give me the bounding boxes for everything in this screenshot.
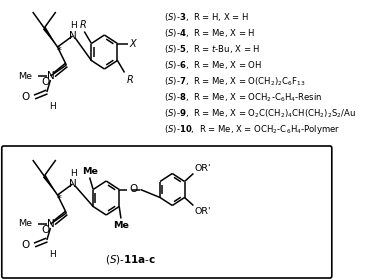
Text: Me: Me xyxy=(113,221,129,230)
Text: H: H xyxy=(49,102,55,111)
Text: ($\it{S}$)-$\bf{11a}$-$\bf{c}$: ($\it{S}$)-$\bf{11a}$-$\bf{c}$ xyxy=(106,253,156,266)
Text: ($\it{S}$)-$\bf{9}$,  R = Me, X = O$_2$C(CH$_2$)$_4$CH(CH$_2$)$_2$S$_2$/Au: ($\it{S}$)-$\bf{9}$, R = Me, X = O$_2$C(… xyxy=(164,107,356,120)
Text: *: * xyxy=(57,194,62,204)
Text: O: O xyxy=(41,77,49,87)
Text: N: N xyxy=(69,179,77,189)
Text: N: N xyxy=(69,31,77,41)
Text: N: N xyxy=(46,71,54,81)
FancyBboxPatch shape xyxy=(2,146,332,278)
Text: Me: Me xyxy=(18,71,32,81)
Text: O: O xyxy=(22,240,30,250)
Text: *: * xyxy=(57,46,62,56)
Text: ($\it{S}$)-$\bf{8}$,  R = Me, X = OCH$_2$-C$_6$H$_4$-Resin: ($\it{S}$)-$\bf{8}$, R = Me, X = OCH$_2$… xyxy=(164,91,322,104)
Text: OR': OR' xyxy=(194,164,211,172)
Text: ($\it{S}$)-$\bf{4}$,  R = Me, X = H: ($\it{S}$)-$\bf{4}$, R = Me, X = H xyxy=(164,27,255,39)
Text: R: R xyxy=(126,74,133,85)
Text: X: X xyxy=(130,39,136,48)
Text: O: O xyxy=(41,225,49,235)
Text: O: O xyxy=(129,185,137,195)
Text: H: H xyxy=(49,250,55,259)
Text: ($\it{S}$)-$\bf{7}$,  R = Me, X = O(CH$_2$)$_2$C$_6$F$_{13}$: ($\it{S}$)-$\bf{7}$, R = Me, X = O(CH$_2… xyxy=(164,75,306,88)
Text: ($\it{S}$)-$\bf{10}$,  R = Me, X = OCH$_2$-C$_6$H$_4$-Polymer: ($\it{S}$)-$\bf{10}$, R = Me, X = OCH$_2… xyxy=(164,123,340,136)
Text: Me: Me xyxy=(82,167,98,176)
Text: H: H xyxy=(70,169,77,178)
Text: N: N xyxy=(46,219,54,229)
Text: ($\it{S}$)-$\bf{3}$,  R = H, X = H: ($\it{S}$)-$\bf{3}$, R = H, X = H xyxy=(164,11,249,23)
Text: OR': OR' xyxy=(194,207,211,216)
Text: ($\it{S}$)-$\bf{6}$,  R = Me, X = OH: ($\it{S}$)-$\bf{6}$, R = Me, X = OH xyxy=(164,59,262,71)
Polygon shape xyxy=(43,27,58,47)
Polygon shape xyxy=(43,175,58,195)
Text: R: R xyxy=(80,20,87,29)
Text: H: H xyxy=(70,21,77,30)
Text: ($\it{S}$)-$\bf{5}$,  R = $\it{t}$-Bu, X = H: ($\it{S}$)-$\bf{5}$, R = $\it{t}$-Bu, X … xyxy=(164,43,260,55)
Text: Me: Me xyxy=(18,220,32,228)
Text: O: O xyxy=(22,92,30,102)
